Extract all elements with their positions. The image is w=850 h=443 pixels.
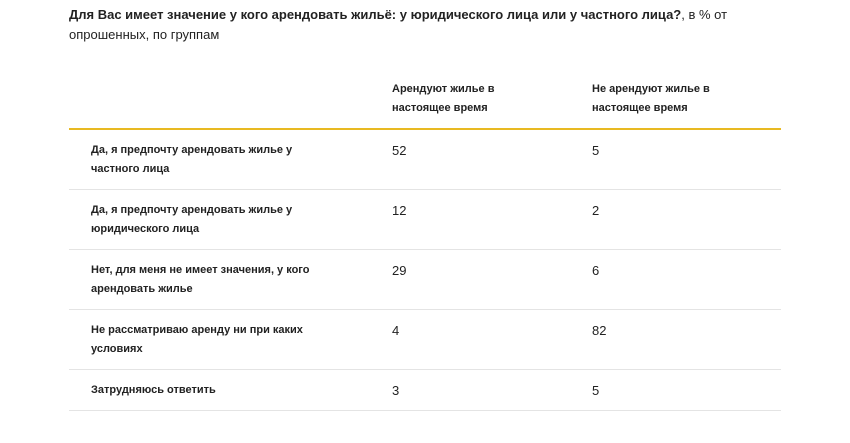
cell-not-renting: 2 <box>592 203 600 218</box>
table-row: Нет, для меня не имеет значения, у кого … <box>69 250 781 310</box>
cell-renting: 4 <box>392 323 400 338</box>
cell-not-renting: 5 <box>592 383 600 398</box>
table-row: Да, я предпочту арендовать жилье у частн… <box>69 130 781 190</box>
column-header-renting: Арендуют жилье в настоящее время <box>392 83 495 114</box>
caption-subtitle: , в % от опрошенных, по группам <box>69 7 728 42</box>
cell-not-renting: 6 <box>592 263 600 278</box>
cell-renting: 3 <box>392 383 400 398</box>
cell-not-renting: 82 <box>592 323 607 338</box>
cell-renting: 29 <box>392 263 407 278</box>
cell-not-renting: 5 <box>592 143 600 158</box>
table-caption: Для Вас имеет значение у кого арендовать… <box>69 5 769 45</box>
row-label: Нет, для меня не имеет значения, у кого … <box>91 264 310 295</box>
survey-table: Арендуют жилье в настоящее время Не арен… <box>69 80 781 411</box>
table-header: Арендуют жилье в настоящее время Не арен… <box>69 80 781 130</box>
row-label: Не рассматриваю аренду ни при каких усло… <box>91 324 303 355</box>
row-label: Да, я предпочту арендовать жилье у частн… <box>91 144 293 175</box>
table-row: Да, я предпочту арендовать жилье у юриди… <box>69 190 781 250</box>
caption-title: Для Вас имеет значение у кого арендовать… <box>69 7 682 22</box>
row-label: Затрудняюсь ответить <box>91 384 216 396</box>
row-label: Да, я предпочту арендовать жилье у юриди… <box>91 204 293 235</box>
table-row: Не рассматриваю аренду ни при каких усло… <box>69 310 781 370</box>
column-header-not-renting: Не арендуют жилье в настоящее время <box>592 83 710 114</box>
table-row: Затрудняюсь ответить 3 5 <box>69 370 781 411</box>
cell-renting: 52 <box>392 143 407 158</box>
cell-renting: 12 <box>392 203 407 218</box>
